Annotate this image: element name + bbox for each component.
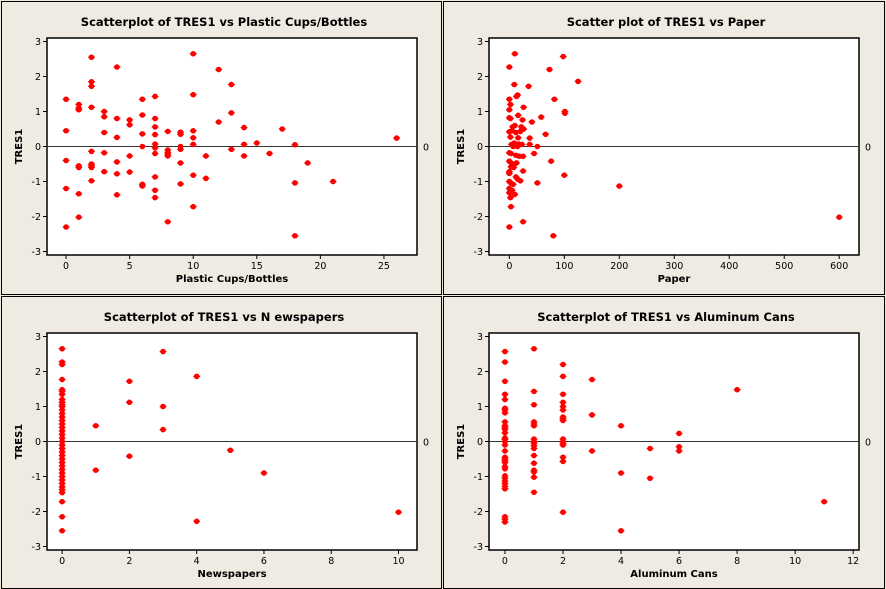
chart-title: Scatterplot of TRES1 vs Aluminum Cans <box>537 310 795 324</box>
chart-svg: Scatterplot of TRES1 vs Plastic Cups/Bot… <box>14 15 429 285</box>
x-tick-label: 500 <box>775 261 793 272</box>
y-tick-label: 2 <box>35 367 41 378</box>
x-tick-label: 600 <box>830 261 848 272</box>
x-tick-label: 6 <box>676 556 682 567</box>
x-tick-label: 4 <box>618 556 624 567</box>
y-tick-label: 1 <box>477 107 483 118</box>
y-tick-label: 3 <box>35 332 41 343</box>
x-tick-label: 8 <box>734 556 740 567</box>
x-tick-label: 12 <box>847 556 859 567</box>
y-tick-label: 2 <box>477 72 483 83</box>
y-tick-label: 1 <box>35 402 41 413</box>
x-tick-label: 4 <box>194 556 200 567</box>
x-tick-label: 25 <box>378 261 390 272</box>
y-tick-label: 2 <box>477 367 483 378</box>
x-tick-label: 100 <box>555 261 573 272</box>
points-aluminum-cans <box>501 345 828 534</box>
y-tick-label: -1 <box>32 177 41 188</box>
x-tick-label: 300 <box>665 261 683 272</box>
x-tick-label: 15 <box>251 261 263 272</box>
y-tick-label: 0 <box>35 142 41 153</box>
x-tick-label: 200 <box>610 261 628 272</box>
chart-svg: Scatterplot of TRES1 vs Aluminum Cans 0 -3… <box>456 310 871 580</box>
y-tick-label: -1 <box>474 472 483 483</box>
x-axis-label: Plastic Cups/Bottles <box>176 274 289 285</box>
chart-title: Scatter plot of TRES1 vs Paper <box>567 15 766 29</box>
reference-line-label: 0 <box>865 438 871 449</box>
reference-line-label: 0 <box>423 143 429 154</box>
chart-title: Scatterplot of TRES1 vs N ewspapers <box>104 310 345 324</box>
y-tick-label: 3 <box>35 37 41 48</box>
y-axis-label: TRES1 <box>456 424 467 460</box>
x-tick-label: 2 <box>560 556 566 567</box>
x-axis-label: Aluminum Cans <box>630 569 717 580</box>
y-tick-label: 1 <box>477 402 483 413</box>
x-tick-label: 0 <box>502 556 508 567</box>
x-tick-label: 20 <box>314 261 326 272</box>
points-plastic-cups-bottles <box>62 50 401 239</box>
reference-line-label: 0 <box>865 143 871 154</box>
points-paper <box>505 50 843 239</box>
x-tick-label: 0 <box>59 556 65 567</box>
scatterplot-panel-aluminum: Scatterplot of TRES1 vs Aluminum Cans 0 -3… <box>443 296 885 589</box>
y-tick-label: -3 <box>474 247 483 258</box>
y-axis-label: TRES1 <box>456 129 467 165</box>
x-tick-label: 0 <box>506 261 512 272</box>
y-tick-label: 1 <box>35 107 41 118</box>
y-axis-label: TRES1 <box>14 129 25 165</box>
x-tick-label: 10 <box>392 556 404 567</box>
chart-svg: Scatterplot of TRES1 vs N ewspapers 0 -3 -2… <box>14 310 429 580</box>
points-newspapers <box>58 345 402 534</box>
x-tick-label: 10 <box>187 261 199 272</box>
y-tick-label: -3 <box>32 247 41 258</box>
y-tick-label: 3 <box>477 332 483 343</box>
y-tick-label: -2 <box>474 507 483 518</box>
chart-title: Scatterplot of TRES1 vs Plastic Cups/Bot… <box>81 15 368 29</box>
y-tick-label: 3 <box>477 37 483 48</box>
x-axis-label: Paper <box>658 274 691 285</box>
y-tick-label: -1 <box>474 177 483 188</box>
y-tick-label: -2 <box>32 507 41 518</box>
reference-line-label: 0 <box>423 438 429 449</box>
y-tick-label: 0 <box>477 142 483 153</box>
y-tick-label: -2 <box>32 212 41 223</box>
scatterplot-panel-plastic: Scatterplot of TRES1 vs Plastic Cups/Bot… <box>1 1 442 295</box>
y-tick-label: -1 <box>32 472 41 483</box>
x-tick-label: 2 <box>126 556 132 567</box>
x-tick-label: 10 <box>789 556 801 567</box>
y-tick-label: 0 <box>35 437 41 448</box>
y-tick-label: -3 <box>474 542 483 553</box>
x-tick-label: 0 <box>63 261 69 272</box>
y-tick-label: 0 <box>477 437 483 448</box>
chart-svg: Scatter plot of TRES1 vs Paper 0 -3 -2 -1 0 1 2… <box>456 15 871 285</box>
x-tick-label: 6 <box>261 556 267 567</box>
x-axis-label: Newspapers <box>197 569 266 580</box>
scatterplot-panel-paper: Scatter plot of TRES1 vs Paper 0 -3 -2 -1 0 1 2… <box>443 1 885 295</box>
y-tick-label: -3 <box>32 542 41 553</box>
y-tick-label: -2 <box>474 212 483 223</box>
x-tick-label: 8 <box>328 556 334 567</box>
x-tick-label: 5 <box>127 261 133 272</box>
x-tick-label: 400 <box>720 261 738 272</box>
y-tick-label: 2 <box>35 72 41 83</box>
y-axis-label: TRES1 <box>14 424 25 460</box>
scatterplot-panel-newspapers: Scatterplot of TRES1 vs N ewspapers 0 -3 -2… <box>1 296 442 589</box>
